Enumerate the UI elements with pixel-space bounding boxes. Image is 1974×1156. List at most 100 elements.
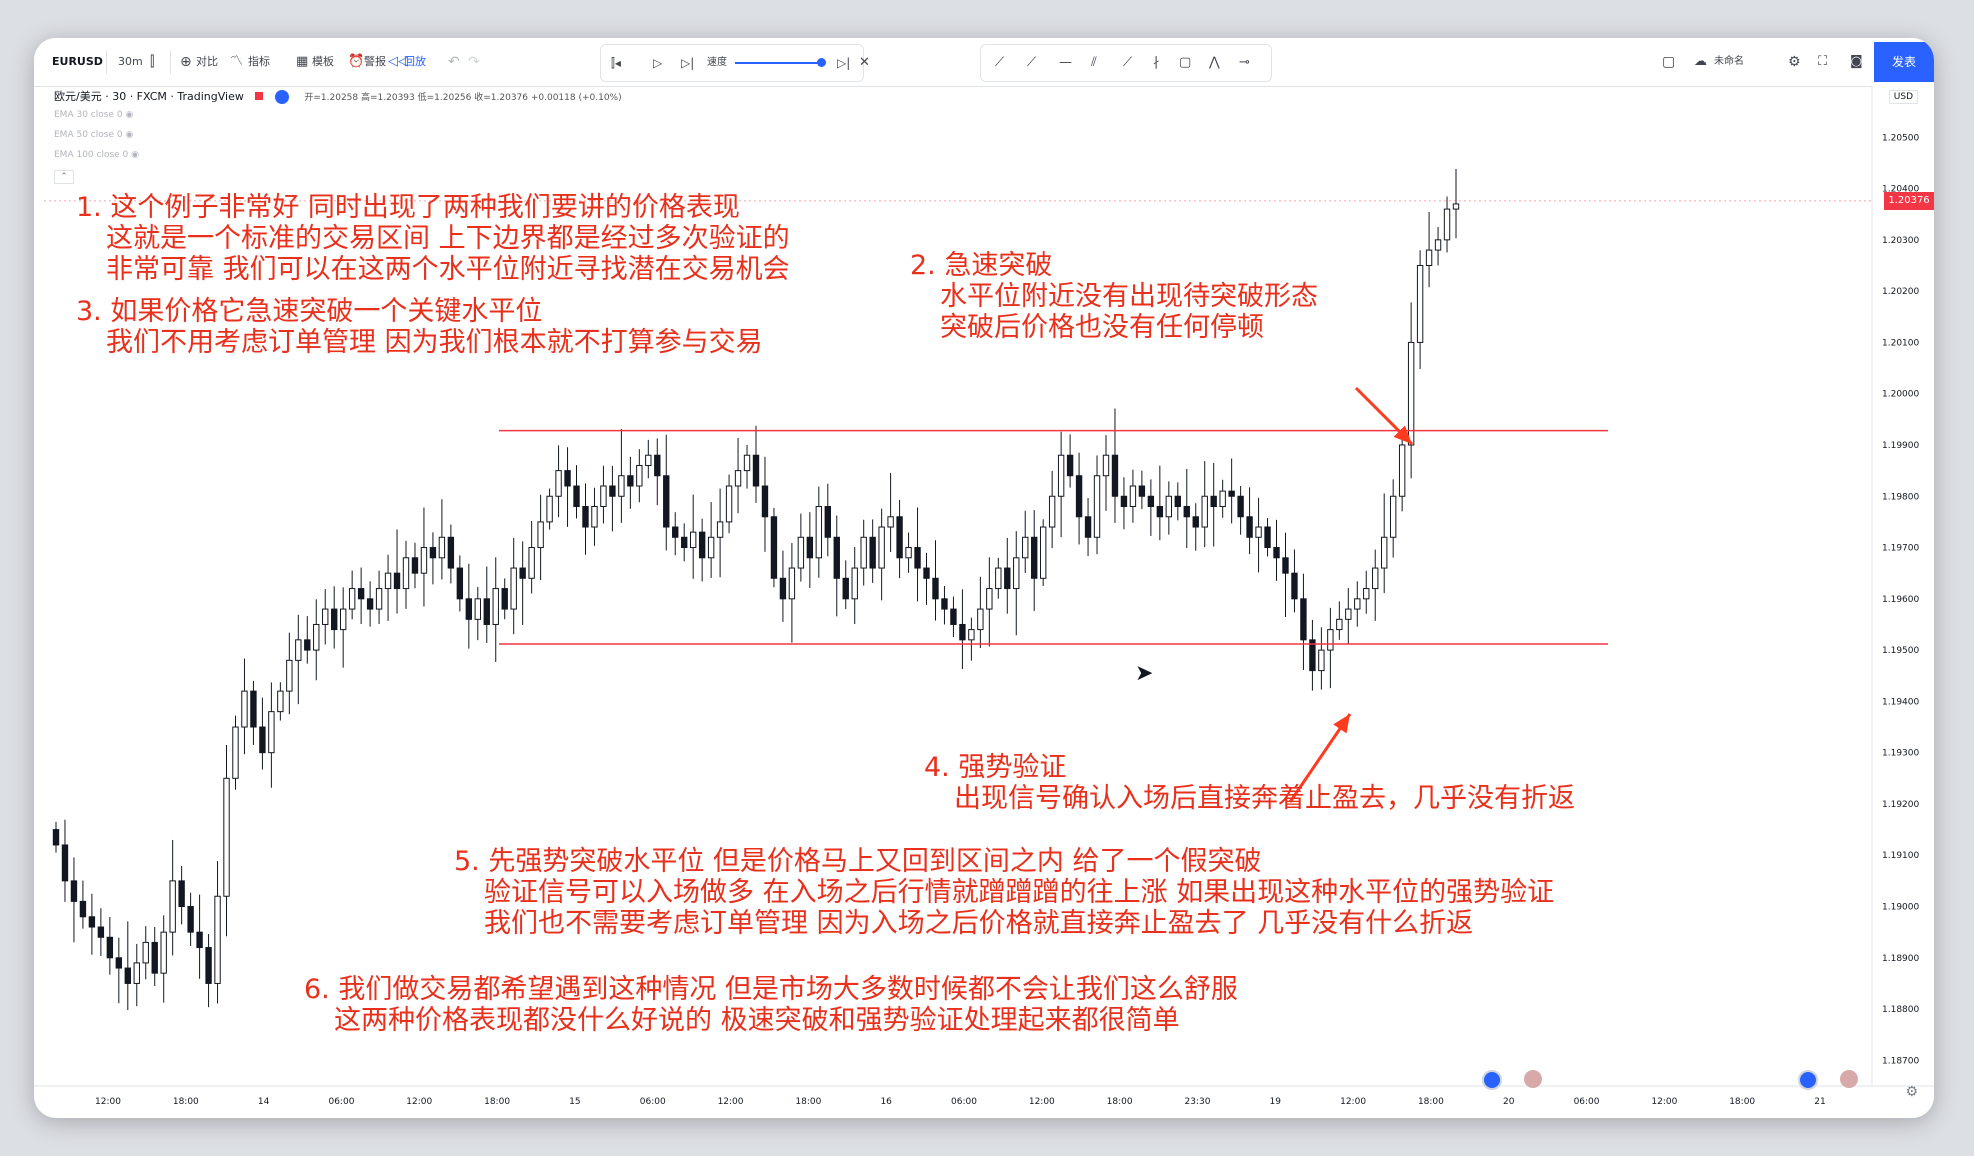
path-icon[interactable]: ⋀ xyxy=(1209,55,1220,70)
event-icon[interactable] xyxy=(1482,1070,1502,1090)
candle-down xyxy=(770,516,778,579)
vertical-line-icon[interactable]: ∤ xyxy=(1153,55,1160,70)
candle xyxy=(97,908,105,957)
candle-up xyxy=(546,495,553,523)
replay-button[interactable]: 回放 xyxy=(404,55,426,68)
templates-icon[interactable]: ▦ xyxy=(296,54,309,69)
horizontal-line-icon[interactable]: — xyxy=(1059,55,1072,70)
candle-up xyxy=(277,690,284,713)
compare-icon[interactable]: ⊕ xyxy=(180,54,192,70)
time-tick-label: 12:00 xyxy=(1651,1097,1677,1107)
collapse-legend-icon[interactable]: ⌃ xyxy=(54,170,74,184)
step-forward-icon[interactable]: ▷| xyxy=(681,56,695,70)
compare-button[interactable]: 对比 xyxy=(196,55,218,68)
candle-down xyxy=(429,547,437,559)
alert-icon[interactable]: ⏰ xyxy=(348,54,365,69)
candle xyxy=(232,715,239,790)
play-icon[interactable]: ▷ xyxy=(653,56,663,70)
candle-down xyxy=(447,536,455,569)
us-flag-icon[interactable] xyxy=(1840,1070,1858,1088)
candle xyxy=(375,570,383,624)
price-tick-label: 1.20000 xyxy=(1882,390,1919,400)
settings-icon[interactable]: ⚙ xyxy=(1788,54,1801,70)
interval-button[interactable]: 30m xyxy=(118,55,143,68)
candle-up xyxy=(492,588,499,625)
time-tick-label: 14 xyxy=(258,1097,270,1107)
candle-up xyxy=(815,506,823,559)
cloud-icon[interactable]: ☁ xyxy=(1694,54,1707,69)
jump-to-real-time-icon[interactable]: ▷| xyxy=(837,56,851,70)
candle-up xyxy=(707,536,715,559)
speed-slider[interactable] xyxy=(735,62,821,64)
layout-name[interactable]: 未命名 xyxy=(1714,56,1744,67)
levels xyxy=(44,200,1872,645)
indicators-button[interactable]: 指标 xyxy=(248,55,270,68)
replay-select-bar-icon[interactable]: ⫿◂ xyxy=(611,56,621,70)
candle-down xyxy=(627,475,634,487)
annotation-2: 2. 急速突破 水平位附近没有出现待突破形态 突破后价格也没有任何停顿 xyxy=(910,250,1318,343)
eye-hidden-icon: ◉ xyxy=(131,150,140,160)
candle-up xyxy=(1425,249,1433,266)
candle-up xyxy=(725,485,733,523)
candle xyxy=(1102,435,1110,511)
candle xyxy=(698,518,706,582)
indicators-icon[interactable]: 〽 xyxy=(230,54,244,69)
annotation-line: 1. 这个例子非常好 同时出现了两种我们要讲的价格表现 xyxy=(76,192,740,223)
horizontal-ray-icon[interactable]: ⊸ xyxy=(1239,55,1250,70)
candle-up xyxy=(1255,526,1262,538)
trend-line-icon[interactable]: ⟋ xyxy=(995,55,1005,70)
candle-up xyxy=(1057,454,1065,497)
candle-up xyxy=(689,531,697,549)
candle xyxy=(420,507,428,607)
candle xyxy=(1246,487,1253,555)
candle xyxy=(1165,481,1173,535)
templates-button[interactable]: 模板 xyxy=(312,55,334,68)
rectangle-icon[interactable]: ▢ xyxy=(1179,55,1192,70)
price-tick-label: 1.20200 xyxy=(1882,287,1919,297)
candle xyxy=(1183,468,1190,549)
candle-up xyxy=(716,521,724,538)
candle-type-icon[interactable]: ⫿ xyxy=(150,54,155,70)
candle xyxy=(528,520,535,594)
parallel-channel-icon[interactable]: ⫽ xyxy=(1091,55,1097,70)
candle-down xyxy=(187,906,194,933)
time-tick-label: 18:00 xyxy=(173,1097,199,1107)
candle xyxy=(501,578,508,620)
candle-down xyxy=(1273,547,1280,559)
us-flag-icon[interactable] xyxy=(1524,1070,1542,1088)
indicator-ema100[interactable]: EMA 100 close 0 ◉ xyxy=(54,150,140,160)
candle-up xyxy=(734,470,742,487)
candle xyxy=(447,524,455,584)
annotation-line: 水平位附近没有出现待突破形态 xyxy=(940,281,1318,312)
speed-slider-handle[interactable] xyxy=(817,58,826,67)
layout-icon[interactable]: ▢ xyxy=(1662,54,1676,70)
candle-down xyxy=(501,588,508,610)
undo-icon[interactable]: ↶ xyxy=(448,54,460,70)
ray-icon[interactable]: ⟋ xyxy=(1027,55,1037,70)
candle xyxy=(1336,601,1343,640)
fullscreen-icon[interactable]: ⛶ xyxy=(1818,54,1828,69)
symbol-search[interactable]: EURUSD xyxy=(52,55,103,68)
extended-line-icon[interactable]: ⟋ xyxy=(1123,55,1133,70)
candle xyxy=(878,508,885,601)
camera-icon[interactable]: ◙ xyxy=(1850,54,1863,69)
price-chart[interactable]: 1.20500 1.20400 1.20300 1.20200 1.20100 1.200… xyxy=(34,86,1934,1118)
alert-button[interactable]: 警报 xyxy=(364,55,386,68)
candle-up xyxy=(241,690,248,728)
candle-up xyxy=(232,726,239,779)
currency-selector[interactable]: USD xyxy=(1888,90,1918,104)
candle xyxy=(1093,455,1101,555)
redo-icon[interactable]: ↷ xyxy=(468,54,480,70)
close-replay-icon[interactable]: ✕ xyxy=(859,55,870,70)
event-icon[interactable] xyxy=(1798,1070,1818,1090)
indicator-ema30[interactable]: EMA 30 close 0 ◉ xyxy=(54,110,134,120)
candle-down xyxy=(959,623,966,641)
candle xyxy=(681,523,688,562)
publish-button[interactable]: 发表 xyxy=(1874,42,1934,82)
candle xyxy=(438,499,446,580)
candle xyxy=(286,632,293,715)
candle xyxy=(1291,549,1298,613)
replay-icon[interactable]: ◁◁ xyxy=(388,54,408,69)
indicator-ema50[interactable]: EMA 50 close 0 ◉ xyxy=(54,130,134,140)
axis-settings-icon[interactable]: ⚙ xyxy=(1905,1084,1918,1100)
